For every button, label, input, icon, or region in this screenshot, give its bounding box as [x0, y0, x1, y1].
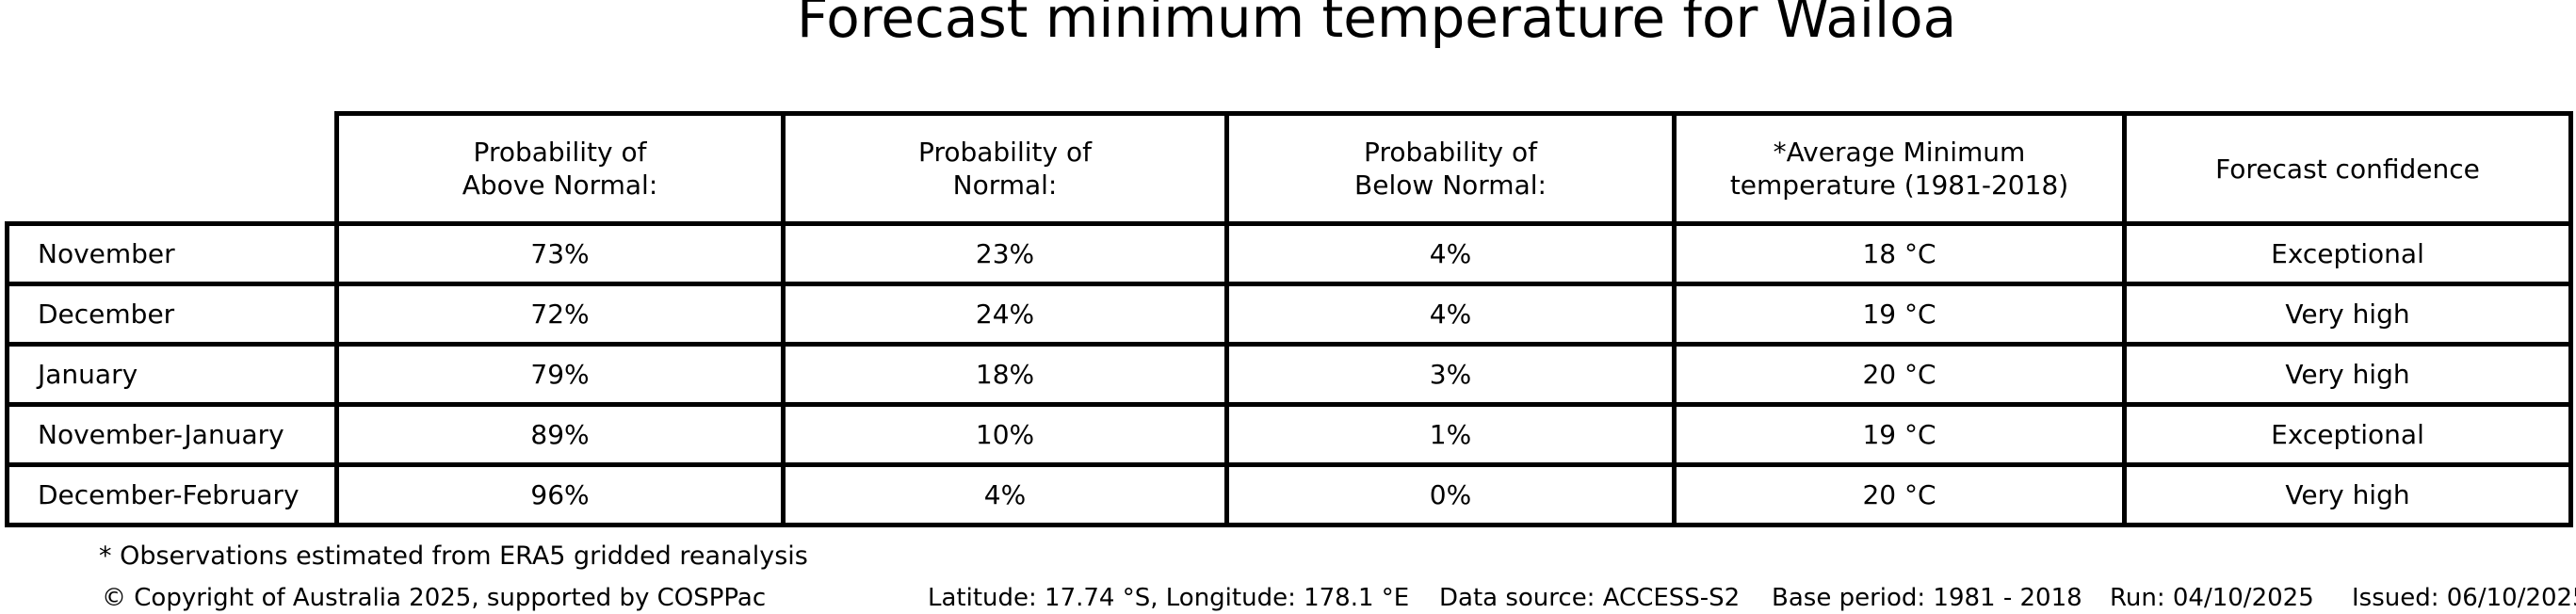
cell-above-normal: 96%: [334, 462, 786, 527]
cell-above-normal: 89%: [334, 402, 786, 467]
cell-confidence: Very high: [2122, 342, 2573, 407]
column-header-line: Probability of: [473, 137, 647, 168]
cell-average-minimum: 20 °C: [1672, 342, 2127, 407]
cell-normal: 23%: [781, 221, 1229, 286]
column-header-line: Probability of: [918, 137, 1092, 168]
corner-cell: [8, 114, 337, 224]
table-row-november-january: November-January 89% 10% 1% 19 °C Except…: [5, 402, 2573, 467]
era5-footnote: * Observations estimated from ERA5 gridd…: [99, 541, 808, 571]
forecast-table: Probability of Above Normal: Probability…: [5, 111, 2573, 527]
cell-normal: 24%: [781, 282, 1229, 347]
issued-date-text: Issued: 06/10/2025: [2352, 584, 2576, 612]
cell-above-normal: 73%: [334, 221, 786, 286]
column-header-line: Above Normal:: [462, 170, 658, 201]
cell-above-normal: 79%: [334, 342, 786, 407]
column-header-line: *Average Minimum: [1773, 137, 2026, 168]
row-label: November: [5, 221, 339, 286]
cell-average-minimum: 20 °C: [1672, 462, 2127, 527]
column-header-above-normal: Probability of Above Normal:: [334, 111, 786, 226]
cell-average-minimum: 19 °C: [1672, 402, 2127, 467]
page-title: Forecast minimum temperature for Wailoa: [797, 0, 1957, 50]
cell-above-normal: 72%: [334, 282, 786, 347]
column-header-line: temperature (1981-2018): [1729, 170, 2069, 201]
cell-average-minimum: 18 °C: [1672, 221, 2127, 286]
row-label: December: [5, 282, 339, 347]
row-label: November-January: [5, 402, 339, 467]
table-row-december: December 72% 24% 4% 19 °C Very high: [5, 282, 2573, 347]
column-header-line: Below Normal:: [1354, 170, 1547, 201]
table-row-november: November 73% 23% 4% 18 °C Exceptional: [5, 221, 2573, 286]
cell-below-normal: 1%: [1224, 402, 1677, 467]
cell-below-normal: 0%: [1224, 462, 1677, 527]
cell-below-normal: 4%: [1224, 221, 1677, 286]
cell-confidence: Exceptional: [2122, 221, 2573, 286]
cell-confidence: Exceptional: [2122, 402, 2573, 467]
column-header-normal: Probability of Normal:: [781, 111, 1229, 226]
cell-normal: 4%: [781, 462, 1229, 527]
row-label: December-February: [5, 462, 339, 527]
cell-normal: 10%: [781, 402, 1229, 467]
cell-confidence: Very high: [2122, 462, 2573, 527]
column-header-below-normal: Probability of Below Normal:: [1224, 111, 1677, 226]
copyright-text: © Copyright of Australia 2025, supported…: [102, 584, 767, 612]
column-header-line: Forecast confidence: [2215, 153, 2480, 185]
column-header-average-minimum: *Average Minimum temperature (1981-2018): [1672, 111, 2127, 226]
column-header-forecast-confidence: Forecast confidence: [2122, 111, 2573, 226]
run-date-text: Run: 04/10/2025: [2110, 584, 2314, 612]
cell-below-normal: 3%: [1224, 342, 1677, 407]
column-header-line: Normal:: [952, 170, 1058, 201]
cell-below-normal: 4%: [1224, 282, 1677, 347]
location-text: Latitude: 17.74 °S, Longitude: 178.1 °E: [928, 584, 1410, 612]
table-row-january: January 79% 18% 3% 20 °C Very high: [5, 342, 2573, 407]
table-header-row: Probability of Above Normal: Probability…: [8, 111, 2573, 226]
cell-average-minimum: 19 °C: [1672, 282, 2127, 347]
column-header-line: Probability of: [1364, 137, 1537, 168]
table-row-december-february: December-February 96% 4% 0% 20 °C Very h…: [5, 462, 2573, 527]
cell-normal: 18%: [781, 342, 1229, 407]
data-source-text: Data source: ACCESS-S2: [1439, 584, 1741, 612]
base-period-text: Base period: 1981 - 2018: [1772, 584, 2082, 612]
row-label: January: [5, 342, 339, 407]
cell-confidence: Very high: [2122, 282, 2573, 347]
